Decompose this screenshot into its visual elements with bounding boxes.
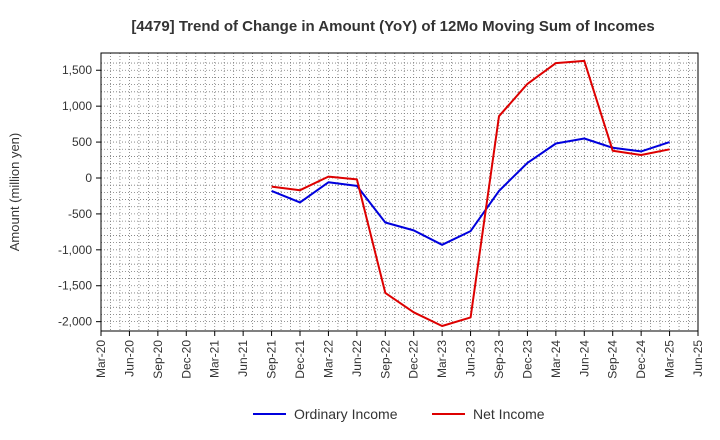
y-tick-label: -2,000	[58, 315, 92, 329]
x-tick-label: Mar-25	[663, 340, 677, 378]
x-tick-label: Dec-23	[520, 340, 534, 379]
y-tick-label: 0	[85, 171, 92, 185]
x-tick-label: Jun-22	[350, 340, 364, 377]
x-tick-label: Mar-23	[435, 340, 449, 378]
series-line-net-income	[271, 59, 670, 327]
x-tick-label: Jun-23	[464, 340, 478, 377]
y-tick-label: -1,500	[58, 279, 92, 293]
legend-label-ordinary-income: Ordinary Income	[294, 406, 398, 422]
x-tick-label: Jun-21	[236, 340, 250, 377]
x-tick-label: Sep-20	[151, 340, 165, 379]
y-tick-label: 1,000	[62, 99, 92, 113]
series-line-ordinary-income	[271, 137, 670, 246]
x-tick-label: Mar-21	[208, 340, 222, 378]
y-tick-label: 1,500	[62, 63, 92, 77]
x-tick-label: Jun-25	[691, 340, 705, 377]
grid	[101, 53, 698, 331]
x-tick-label: Jun-20	[122, 340, 136, 377]
y-axis: 1,500 1,000 500 0 -500 -1,000 -1,500 -2,000	[58, 63, 101, 329]
series-layer	[271, 59, 670, 327]
y-tick-label: 500	[72, 135, 92, 149]
x-tick-label: Dec-20	[179, 340, 193, 379]
x-tick-label: Jun-24	[577, 340, 591, 377]
x-tick-label: Sep-24	[606, 340, 620, 379]
x-tick-label: Dec-22	[407, 340, 421, 379]
x-tick-label: Dec-21	[293, 340, 307, 379]
x-tick-label: Mar-20	[94, 340, 108, 378]
x-tick-label: Dec-24	[634, 340, 648, 379]
legend-label-net-income: Net Income	[473, 406, 545, 422]
x-tick-label: Sep-23	[492, 340, 506, 379]
plot-area	[100, 52, 699, 332]
x-axis: Mar-20 Jun-20 Sep-20 Dec-20 Mar-21 Jun-21 Sep-…	[94, 331, 705, 379]
x-tick-label: Mar-24	[549, 340, 563, 378]
legend: Ordinary Income Net Income	[253, 406, 545, 422]
y-tick-label: -1,000	[58, 243, 92, 257]
y-tick-label: -500	[68, 207, 92, 221]
y-axis-label: Amount (million yen)	[7, 133, 22, 252]
x-tick-label: Sep-21	[265, 340, 279, 379]
x-tick-label: Mar-22	[321, 340, 335, 378]
chart-title: [4479] Trend of Change in Amount (YoY) o…	[131, 18, 654, 35]
x-tick-label: Sep-22	[378, 340, 392, 379]
